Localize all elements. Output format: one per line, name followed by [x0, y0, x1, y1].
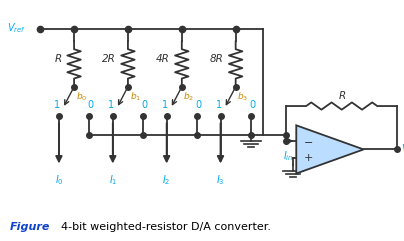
Text: $I_{0}$: $I_{0}$ [55, 174, 63, 187]
Polygon shape [296, 125, 364, 174]
Text: $b_{0}$: $b_{0}$ [76, 90, 87, 103]
Text: 1: 1 [54, 100, 60, 110]
Text: $R$: $R$ [338, 89, 346, 101]
Text: 4-bit weighted-resistor D/A converter.: 4-bit weighted-resistor D/A converter. [61, 221, 271, 232]
Text: $V_{\!o}$: $V_{\!o}$ [401, 142, 404, 156]
Text: 2R: 2R [102, 54, 116, 64]
Text: 0: 0 [196, 100, 202, 110]
Text: $+$: $+$ [303, 152, 313, 163]
Text: $b_{2}$: $b_{2}$ [183, 90, 195, 103]
Text: 0: 0 [88, 100, 94, 110]
Text: 1: 1 [216, 100, 222, 110]
Text: $V_{\mathit{ref}}$: $V_{\mathit{ref}}$ [7, 21, 25, 35]
Text: Figure: Figure [10, 221, 51, 232]
Text: 1: 1 [162, 100, 168, 110]
Text: $I_{\mathit{in}}$: $I_{\mathit{in}}$ [282, 149, 293, 163]
Text: $-$: $-$ [303, 136, 313, 146]
Text: $b_{1}$: $b_{1}$ [130, 90, 141, 103]
Text: 0: 0 [249, 100, 256, 110]
Text: 8R: 8R [210, 54, 224, 64]
Text: 4R: 4R [156, 54, 170, 64]
Text: $I_{3}$: $I_{3}$ [216, 174, 225, 187]
Text: $I_{2}$: $I_{2}$ [162, 174, 171, 187]
Text: 1: 1 [108, 100, 114, 110]
Text: $b_{3}$: $b_{3}$ [238, 90, 248, 103]
Text: $I_{1}$: $I_{1}$ [109, 174, 117, 187]
Text: 0: 0 [142, 100, 148, 110]
Text: R: R [55, 54, 62, 64]
